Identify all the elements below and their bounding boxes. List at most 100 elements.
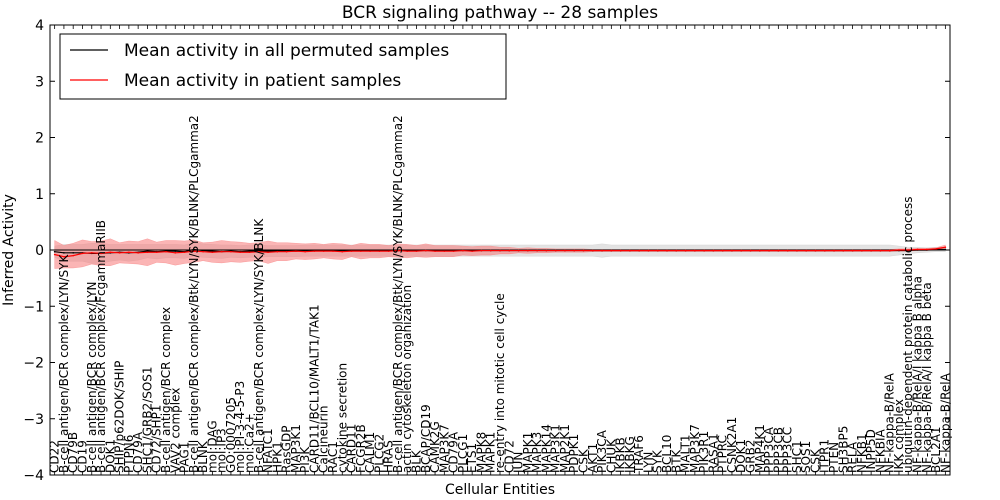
data-point-patient	[118, 252, 121, 254]
data-point-permuted	[53, 250, 56, 253]
x-tick-label: NFKBIA	[873, 428, 887, 473]
data-point-patient	[823, 249, 826, 252]
data-point-patient	[907, 249, 910, 251]
x-tick-label: MAPK1	[484, 432, 498, 473]
data-point-patient	[898, 249, 900, 251]
data-point-patient	[684, 249, 687, 252]
data-point-patient	[480, 249, 483, 252]
data-point-patient	[675, 249, 678, 252]
data-point-patient	[53, 253, 56, 256]
x-tick-label: MAP3K7	[437, 424, 451, 473]
y-tick-label: 0	[35, 243, 44, 259]
y-tick-label: 2	[35, 131, 44, 147]
data-point-patient	[72, 254, 74, 257]
x-tick-label: SH3BP5	[836, 426, 850, 473]
x-tick-label: HRAS	[382, 440, 396, 473]
legend: Mean activity in all permuted samples Me…	[59, 33, 507, 100]
x-tick-label: NFATC1	[261, 428, 275, 473]
x-tick-label: GO:0007205	[224, 397, 238, 473]
x-tick-label: PLCG1	[456, 434, 470, 473]
x-tick-label: PTPRC	[716, 435, 730, 473]
data-point-patient	[527, 249, 529, 252]
data-point-patient	[174, 252, 177, 254]
x-tick-label: re-entry into mitotic cell cycle	[493, 293, 507, 473]
data-point-permuted	[174, 250, 177, 252]
x-tick-label: PAG1	[178, 442, 192, 473]
data-point-patient	[387, 250, 390, 252]
x-tick-label: IKBKB	[614, 437, 628, 473]
x-tick-label: Calcineurin	[317, 406, 331, 473]
x-tick-label: DOK1	[734, 439, 748, 473]
y-tick-label: 4	[35, 18, 44, 34]
x-tick-label: PPP3CA	[762, 426, 776, 473]
data-point-patient	[499, 249, 501, 252]
data-point-patient	[304, 250, 306, 253]
data-point-patient	[629, 249, 631, 252]
x-tick-label: CARD11/BCL10/MALT1/TAK1	[307, 304, 321, 473]
data-point-patient	[758, 249, 761, 252]
data-point-patient	[248, 251, 251, 254]
data-point-patient	[870, 249, 872, 252]
data-point-patient	[573, 249, 576, 252]
x-tick-label: SHC1	[790, 440, 804, 473]
x-tick-label: B-cell antigen/BCR complex/FcgammaRIIB	[94, 220, 108, 473]
data-point-permuted	[63, 252, 65, 254]
x-tick-label: CAMK2G	[428, 421, 442, 473]
data-point-patient	[879, 249, 882, 252]
x-tick-label: MAPK3	[530, 432, 544, 473]
x-tick-label: CSK	[577, 448, 591, 473]
data-point-patient	[740, 249, 743, 252]
data-point-patient	[777, 249, 780, 252]
x-tick-label: MAP3K7	[688, 424, 702, 473]
x-tick-label: PLCG2	[372, 434, 386, 473]
x-tick-label: PIK3CA	[595, 429, 609, 473]
x-tick-label: NF-kappa-B/RelA/I kappa B beta	[920, 282, 934, 473]
data-point-patient	[90, 252, 93, 254]
x-tick-label: CD72/SHP1	[150, 405, 164, 473]
data-point-patient	[833, 249, 835, 252]
data-point-patient	[694, 249, 696, 252]
data-point-patient	[935, 248, 937, 250]
data-point-patient	[81, 252, 84, 255]
legend-label-permuted: Mean activity in all permuted samples	[124, 41, 449, 61]
data-point-patient	[211, 251, 214, 254]
data-point-permuted	[248, 250, 251, 252]
x-tick-label: cytokine secretion	[335, 363, 349, 473]
data-point-patient	[109, 251, 112, 254]
x-tick-label: B-cell antigen/BCR complex	[159, 307, 173, 473]
x-tick-label: RasGDP	[280, 426, 294, 473]
x-tick-label: MAPK14	[539, 424, 553, 473]
data-point-patient	[434, 250, 436, 252]
data-point-patient	[462, 249, 464, 252]
x-tick-label: ITPR1	[818, 439, 832, 473]
data-point-patient	[165, 250, 167, 253]
data-point-patient	[591, 249, 594, 252]
data-point-permuted	[72, 252, 74, 254]
x-tick-label: SHC1/GRB2/SOS1	[140, 366, 154, 473]
x-tick-label: PTEN	[827, 442, 841, 473]
data-point-permuted	[146, 250, 149, 252]
x-tick-label: SHIP/p62DOK/SHIP	[113, 361, 127, 473]
data-point-patient	[397, 249, 399, 252]
data-point-patient	[601, 249, 603, 252]
legend-box	[59, 33, 507, 100]
x-tick-label: mol:PI-3-4-5-P3	[233, 381, 247, 473]
data-point-patient	[796, 249, 798, 252]
data-point-patient	[768, 249, 770, 252]
x-axis-label: Cellular Entities	[445, 482, 555, 498]
data-point-patient	[805, 249, 807, 252]
x-tick-label: BTK	[669, 448, 683, 473]
data-point-patient	[332, 250, 334, 252]
x-tick-label: B-cell antigen/BCR complex/Btk/LYN/SYK/B…	[391, 115, 405, 473]
data-point-patient	[378, 250, 381, 252]
x-tick-label: MALT1	[679, 434, 693, 473]
x-tick-label: NF-kappa-B/RelA	[938, 372, 952, 473]
x-tick-label: CD72	[502, 440, 516, 473]
x-tick-label: MAP2K1	[558, 424, 572, 473]
data-point-patient	[415, 250, 418, 252]
data-point-patient	[239, 251, 242, 254]
x-tick-label: B-cell antigen/BCR complex/LYN	[85, 281, 99, 473]
data-point-patient	[749, 249, 752, 252]
data-point-patient	[888, 249, 891, 252]
data-point-patient	[545, 249, 548, 252]
